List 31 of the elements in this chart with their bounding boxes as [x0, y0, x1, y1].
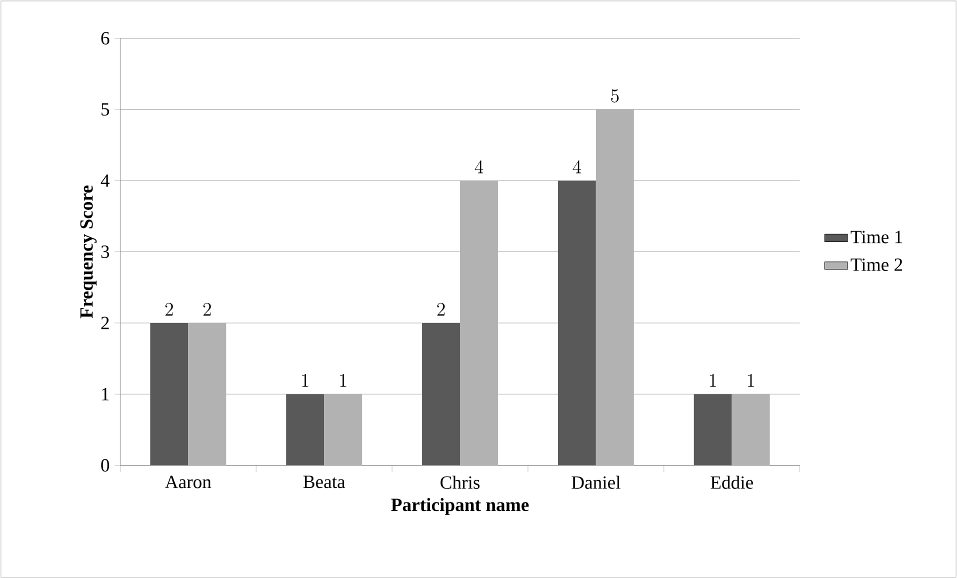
legend-label: Time 2 — [850, 258, 902, 271]
x-tick-label: Beata — [303, 476, 346, 488]
data-label: 1 — [302, 374, 308, 387]
x-tick-label: Daniel — [572, 476, 620, 489]
y-tick-label: 1 — [102, 388, 109, 400]
x-axis-title: Participant name — [391, 498, 529, 515]
data-label: 5 — [611, 89, 619, 102]
data-label: 2 — [437, 302, 445, 316]
y-tick-label: 4 — [100, 174, 110, 187]
data-label: 1 — [340, 374, 346, 387]
bar — [558, 180, 596, 466]
data-label: 4 — [474, 160, 484, 174]
bar — [286, 394, 324, 466]
bar — [150, 322, 188, 466]
bar — [422, 322, 460, 466]
y-axis-title: Frequency Score — [80, 185, 97, 318]
y-tick-label: 6 — [101, 32, 110, 44]
y-tick-label: 5 — [102, 103, 110, 116]
data-label: 1 — [710, 374, 716, 387]
data-label: 2 — [165, 302, 173, 316]
data-label: 2 — [203, 302, 211, 316]
data-label: 1 — [748, 374, 754, 387]
x-tick-label: Eddie — [710, 476, 753, 489]
data-label: 4 — [572, 160, 582, 174]
y-tick-label: 2 — [101, 316, 109, 330]
legend-label: Time 1 — [850, 230, 902, 244]
x-tick-label: Chris — [440, 476, 480, 489]
x-tick-label: Aaron — [165, 476, 212, 488]
y-tick-label: 0 — [101, 458, 110, 472]
bar — [694, 394, 732, 466]
y-tick-label: 3 — [101, 245, 110, 258]
